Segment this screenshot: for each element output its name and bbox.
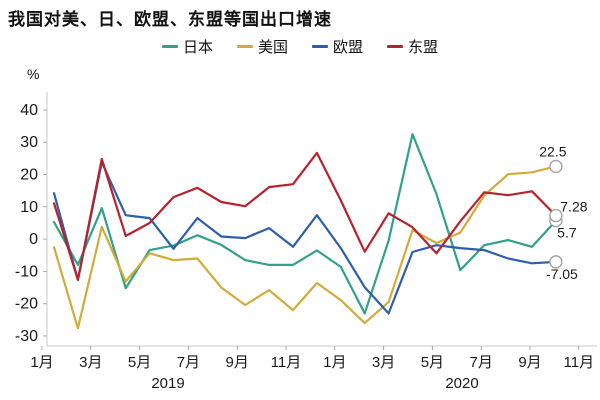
x-tick-label: 1月 xyxy=(323,354,346,371)
y-tick-label: -30 xyxy=(15,328,38,345)
y-tick-label: 40 xyxy=(20,102,38,119)
y-tick-label: -10 xyxy=(15,263,38,280)
legend-swatch-美国 xyxy=(236,45,253,48)
year-label-2020: 2020 xyxy=(445,375,478,392)
series-line-欧盟 xyxy=(52,161,558,315)
x-tick-label: 5月 xyxy=(128,354,151,371)
y-tick-label: 30 xyxy=(20,134,38,151)
end-marker-美国 xyxy=(549,159,563,174)
y-tick-label: 20 xyxy=(20,167,38,184)
legend-item-东盟: 东盟 xyxy=(387,36,438,57)
legend-label-美国: 美国 xyxy=(257,39,288,56)
legend-item-日本: 日本 xyxy=(161,36,213,57)
x-tick-label: 7月 xyxy=(177,354,200,371)
x-tick-label: 1月 xyxy=(30,354,53,371)
x-tick-label: 9月 xyxy=(518,354,541,371)
end-label-东盟: 7.28 xyxy=(560,199,587,215)
end-marker-东盟 xyxy=(549,208,563,223)
y-axis-unit-label: % xyxy=(27,66,40,82)
x-tick-label: 5月 xyxy=(421,354,444,371)
year-label-2019: 2019 xyxy=(151,375,184,392)
x-tick-label: 3月 xyxy=(79,354,102,371)
end-label-欧盟: -7.05 xyxy=(546,266,578,282)
y-tick-label: 10 xyxy=(20,199,38,216)
series-line-美国 xyxy=(52,165,558,330)
chart-title: 我国对美、日、欧盟、东盟等国出口增速 xyxy=(8,10,332,29)
x-tick-label: 3月 xyxy=(372,354,395,371)
legend-label-欧盟: 欧盟 xyxy=(333,39,364,56)
end-label-美国: 22.5 xyxy=(539,143,566,159)
x-tick-label: 11月 xyxy=(271,354,302,371)
y-tick-label: 0 xyxy=(29,231,38,248)
series-line-东盟 xyxy=(52,151,558,281)
x-tick-label: 9月 xyxy=(226,354,249,371)
legend-swatch-欧盟 xyxy=(312,45,328,48)
legend-label-日本: 日本 xyxy=(182,39,213,56)
legend: 日本 美国 欧盟 东盟 xyxy=(0,36,600,57)
series-line-日本 xyxy=(52,133,558,315)
x-tick-label: 11月 xyxy=(564,354,595,371)
end-marker-欧盟 xyxy=(549,255,563,269)
legend-label-东盟: 东盟 xyxy=(408,39,439,56)
x-tick-label: 7月 xyxy=(470,354,493,371)
legend-item-欧盟: 欧盟 xyxy=(312,36,363,57)
y-tick-label: -20 xyxy=(15,296,38,313)
legend-swatch-日本 xyxy=(161,45,178,48)
end-label-日本: 5.7 xyxy=(557,225,577,241)
legend-swatch-东盟 xyxy=(387,45,404,48)
legend-item-美国: 美国 xyxy=(236,36,288,57)
